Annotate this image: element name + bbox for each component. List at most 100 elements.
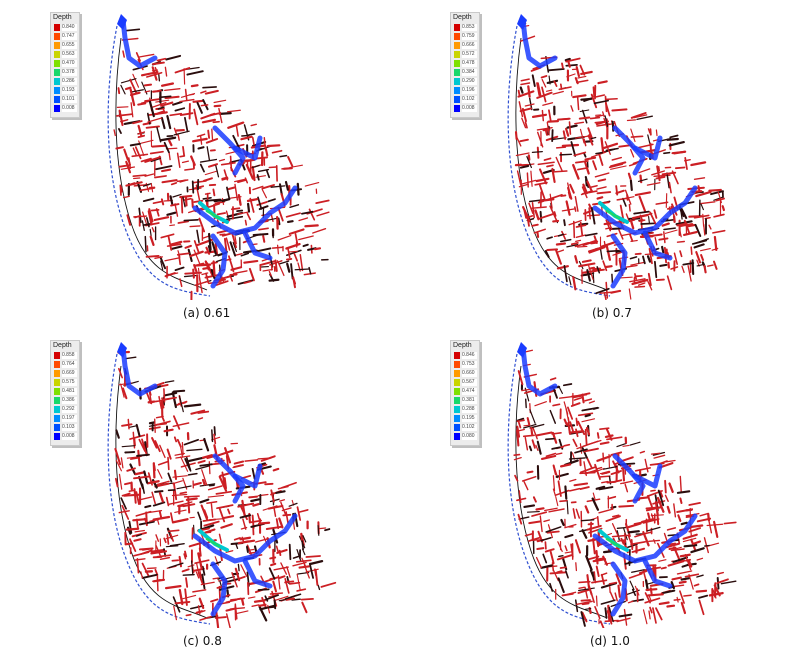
street-segment (173, 130, 190, 136)
street-segment (646, 593, 664, 597)
street-segment (703, 223, 706, 236)
street-segment (594, 463, 601, 480)
street-segment (629, 256, 638, 260)
street-segment (298, 235, 314, 241)
street-segment (163, 428, 174, 433)
street-segment (138, 520, 155, 526)
street-segment (524, 121, 528, 129)
street-segment (188, 187, 202, 191)
street-segment (680, 208, 688, 220)
street-segment (526, 417, 531, 426)
street-segment (166, 115, 172, 130)
street-segment (161, 415, 165, 422)
street-segment (213, 99, 227, 104)
street-segment (128, 157, 132, 169)
street-segment (611, 523, 620, 538)
street-segment (693, 243, 705, 249)
street-segment (536, 82, 540, 96)
street-segment (647, 280, 653, 291)
street-segment (566, 243, 579, 248)
street-segment (185, 613, 192, 617)
flood-corridor (610, 233, 628, 289)
street-segment (176, 179, 189, 183)
street-segment (225, 215, 244, 221)
street-segment (248, 495, 258, 499)
street-segment (670, 548, 685, 552)
street-segment (292, 555, 301, 559)
street-segment (604, 265, 613, 269)
legend-value: 0.195 (462, 415, 477, 422)
street-segment (615, 185, 619, 196)
street-segment (690, 246, 693, 255)
legend-value: 0.858 (62, 352, 77, 359)
street-segment (604, 98, 618, 101)
street-segment (184, 116, 189, 133)
flood-zones (120, 345, 298, 617)
street-segment (195, 610, 204, 614)
street-segment (673, 546, 681, 562)
street-segment (122, 50, 125, 58)
street-segment (256, 201, 268, 206)
street-segment (159, 444, 166, 459)
flood-depth-map (107, 342, 337, 628)
street-segment (600, 240, 617, 248)
street-segment (208, 232, 212, 251)
street-segment (218, 107, 223, 124)
street-segment (118, 473, 123, 490)
street-segment (275, 490, 286, 494)
street-segment (533, 228, 546, 234)
street-segment (172, 415, 181, 430)
street-segment (216, 229, 228, 234)
legend-value: 0.660 (462, 370, 477, 377)
street-segment (517, 428, 525, 432)
street-segment (138, 475, 145, 490)
street-segment (150, 548, 165, 553)
street-segment (199, 483, 216, 487)
street-segment (129, 88, 136, 107)
street-segment (518, 421, 522, 429)
street-segment (569, 487, 581, 492)
street-segment (298, 565, 310, 569)
street-segment (295, 559, 312, 563)
street-segment (666, 604, 676, 608)
street-segment (130, 456, 140, 460)
street-segment (171, 391, 177, 409)
street-segment (555, 146, 567, 149)
street-segment (197, 459, 206, 464)
street-segment (213, 433, 217, 445)
street-segment (120, 84, 126, 95)
street-segment (276, 244, 280, 255)
street-segment (285, 212, 301, 218)
street-segment (560, 518, 565, 527)
street-segment (140, 571, 144, 579)
street-segment (600, 120, 607, 124)
street-segment (640, 518, 655, 523)
street-segment (682, 262, 695, 266)
street-segment (173, 605, 178, 621)
boundary-dashed-line (507, 353, 611, 625)
street-segment (631, 569, 645, 573)
street-segment (538, 213, 554, 220)
street-segment (252, 185, 264, 191)
street-segment (222, 515, 235, 520)
street-segment (537, 161, 555, 166)
street-segment (634, 285, 646, 288)
street-segment (713, 235, 718, 252)
street-segment (183, 553, 187, 560)
street-segment (519, 164, 530, 169)
street-segment (199, 498, 210, 504)
street-segment (148, 389, 153, 405)
street-segment (164, 272, 176, 278)
street-segment (177, 250, 181, 258)
street-segment (275, 518, 280, 530)
flood-corridor (610, 561, 628, 617)
street-segment (215, 280, 229, 286)
street-segment (167, 472, 173, 483)
street-segment (152, 89, 162, 93)
street-segment (154, 175, 167, 179)
street-segment (173, 469, 178, 481)
street-segment (279, 154, 288, 158)
street-segment (552, 170, 568, 173)
street-segment (581, 186, 588, 199)
street-segment (191, 180, 195, 194)
